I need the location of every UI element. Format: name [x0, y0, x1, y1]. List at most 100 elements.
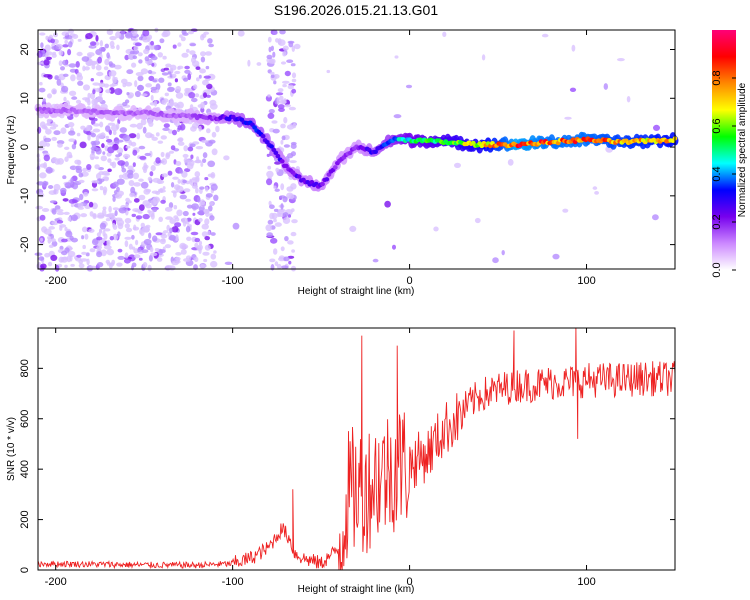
spectrogram-noise-blob	[105, 89, 112, 94]
snr-line-series	[37, 327, 676, 571]
snr-y-tick-label: 200	[19, 510, 31, 528]
spectrogram-noise-blob	[124, 54, 129, 61]
spectrogram-noise-blob	[182, 210, 189, 217]
spectrogram-noise-blob	[47, 238, 52, 244]
spectrogram-noise-blob	[148, 75, 155, 82]
spectrogram-noise-blob	[272, 30, 278, 35]
spectrogram-noise-blob	[135, 72, 144, 77]
spectrogram-noise-blob	[265, 224, 273, 232]
spectrogram-noise-blob	[95, 87, 102, 93]
spectrogram-noise-blob	[139, 155, 147, 160]
spectrogram-noise-blob	[127, 94, 133, 99]
spectrogram-noise-blob	[135, 215, 143, 220]
spectrogram-noise-blob	[197, 196, 201, 203]
spectrogram-noise-blob	[188, 92, 196, 99]
spectrogram-noise-blob	[282, 45, 289, 51]
spectrogram-noise-blob	[89, 153, 96, 160]
spectrogram-noise-blob	[474, 217, 481, 224]
spectrogram-noise-blob	[163, 67, 170, 71]
spectrogram-noise-blob	[175, 256, 181, 261]
spectrogram-noise-blob	[82, 167, 88, 172]
spectrogram-noise-blob	[78, 263, 85, 269]
spectrogram-noise-blob	[117, 248, 123, 253]
spectrogram-noise-blob	[124, 236, 132, 240]
figure-title: S196.2026.015.21.13.G01	[273, 2, 439, 18]
spectrogram-noise-blob	[112, 196, 116, 202]
spectrogram-noise-blob	[115, 217, 123, 222]
spectrogram-noise-blob	[92, 82, 100, 86]
spectrogram-noise-blob	[127, 172, 134, 179]
spectrogram-noise-blob	[64, 35, 73, 40]
spectrogram-noise-blob	[271, 120, 278, 124]
colorbar-tick-label: 0.2	[711, 214, 723, 229]
spectrogram-noise-blob	[180, 36, 186, 42]
spectrogram-noise-blob	[105, 138, 113, 143]
spectrogram-noise-blob	[269, 258, 276, 263]
spectrogram-noise-blob	[280, 246, 285, 252]
spectrogram-noise-blob	[280, 61, 287, 65]
spectrogram-noise-blob	[288, 106, 296, 111]
spectrogram-noise-blob	[95, 147, 102, 155]
spectrogram-noise-blob	[79, 258, 88, 262]
spectrogram-noise-blob	[70, 203, 74, 208]
spectrogram-noise-blob	[44, 126, 48, 130]
spectrogram-noise-blob	[168, 150, 175, 154]
spectrogram-noise-blob	[60, 127, 67, 134]
spectrogram-noise-blob	[205, 65, 210, 70]
spectrogram-noise-blob	[91, 238, 99, 246]
spectrogram-noise-blob	[166, 224, 170, 231]
spectrogram-noise-blob	[193, 84, 198, 90]
spectrogram-noise-blob	[88, 265, 97, 269]
spectrogram-noise-blob	[122, 101, 128, 107]
spectrogram-noise-blob	[198, 240, 203, 246]
spectrogram-noise-blob	[199, 186, 205, 190]
spectrogram-noise-blob	[177, 141, 185, 146]
spectrogram-noise-blob	[128, 133, 137, 139]
spectrogram-noise-blob	[58, 60, 63, 67]
spectrogram-noise-blob	[134, 90, 141, 98]
spectrogram-noise-blob	[92, 123, 101, 127]
spectrogram-noise-blob	[128, 243, 133, 250]
spectrogram-noise-blob	[199, 68, 207, 74]
snr-x-tick-label: -200	[45, 576, 67, 588]
spectrogram-noise-blob	[148, 44, 156, 50]
spectrogram-noise-blob	[102, 151, 106, 155]
spectrogram-noise-blob	[273, 185, 277, 189]
spectrogram-noise-blob	[132, 226, 140, 231]
spectrogram-noise-blob	[210, 183, 218, 191]
spectrogram-noise-blob	[61, 85, 69, 93]
spectrogram-noise-blob	[174, 217, 180, 222]
spectrogram-noise-blob	[39, 172, 47, 179]
spectrogram-noise-blob	[88, 201, 94, 208]
spectrogram-y-tick-label: -10	[19, 188, 31, 204]
spectrogram-noise-blob	[111, 259, 116, 265]
spectrogram-noise-blob	[75, 61, 80, 68]
spectrogram-noise-blob	[38, 87, 46, 93]
spectrogram-noise-blob	[283, 144, 290, 148]
spectrogram-noise-blob	[277, 39, 286, 46]
spectrogram-noise-blob	[41, 208, 50, 212]
spectrogram-noise-blob	[103, 245, 112, 250]
spectrogram-noise-blob	[191, 97, 198, 103]
spectrogram-noise-blob	[149, 150, 153, 158]
spectrogram-noise-blob	[53, 130, 61, 136]
spectrogram-noise-blob	[201, 223, 209, 230]
spectrogram-noise-blob	[91, 180, 100, 184]
spectrogram-noise-blob	[277, 104, 285, 109]
spectrogram-noise-blob	[206, 128, 211, 134]
spectrogram-noise-blob	[150, 86, 158, 91]
snr-plot-area	[38, 328, 675, 570]
spectrogram-noise-blob	[125, 197, 130, 203]
spectrogram-noise-blob	[147, 264, 152, 272]
spectrogram-noise-blob	[133, 198, 140, 203]
spectrogram-ridge-core	[324, 177, 330, 182]
spectrogram-noise-blob	[63, 96, 67, 102]
spectrogram-noise-blob	[152, 79, 158, 83]
spectrogram-noise-blob	[67, 216, 72, 222]
spectrogram-noise-blob	[99, 185, 104, 191]
spectrogram-noise-blob	[278, 107, 285, 112]
spectrogram-noise-blob	[288, 260, 292, 265]
spectrogram-noise-blob	[68, 130, 76, 136]
spectrogram-noise-blob	[76, 72, 83, 78]
spectrogram-noise-blob	[60, 187, 67, 194]
